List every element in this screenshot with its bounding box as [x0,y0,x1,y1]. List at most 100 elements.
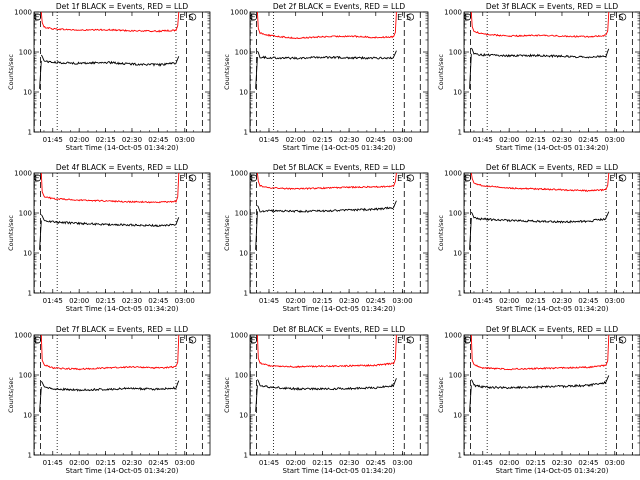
x-tick-label: 02:15 [95,297,115,305]
chart-title: Det 2f BLACK = Events, RED = LLD [273,2,406,11]
x-tick-label: 01:45 [473,459,493,467]
marker-circle-start [463,13,472,21]
x-tick-label: 02:15 [312,136,332,144]
series-line-events [255,200,397,250]
series-line-events [39,380,180,412]
marker-label-S: S [406,174,411,183]
x-tick-label: 02:15 [525,297,545,305]
y-tick-label: 1000 [230,9,248,17]
chart-panel-5: Det 5f BLACK = Events, RED = LLD Counts/s… [223,163,429,313]
y-tick-label: 10 [239,250,248,258]
x-tick-label: 02:30 [122,136,142,144]
x-tick-label: 01:45 [259,459,279,467]
x-tick-label: 01:45 [43,136,63,144]
x-tick-label: 02:45 [578,297,598,305]
marker-circle-end [619,174,627,182]
x-tick-label: 02:30 [122,297,142,305]
plot-frame [249,172,429,294]
x-tick-label: 03:00 [175,297,195,305]
chart-title: Det 1f BLACK = Events, RED = LLD [56,2,189,11]
series-line-lld [40,172,180,204]
marker-label-S: S [188,13,193,22]
x-tick-label: 02:45 [148,297,168,305]
series-line-lld [40,11,180,33]
x-tick-label: 03:00 [605,297,625,305]
chart-panel-2: Det 2f BLACK = Events, RED = LLD Counts/s… [223,2,429,152]
series-line-lld [470,334,610,371]
marker-circle-start [33,336,42,344]
y-tick-label: 1000 [14,170,32,178]
marker-circle-start [463,174,472,182]
marker-label-E-end: E [609,13,614,22]
x-tick-label: 03:00 [605,459,625,467]
y-tick-label: 1 [244,290,248,298]
chart-panel-1: Det 1f BLACK = Events, RED = LLD Counts/s… [7,2,211,152]
y-axis-label: Counts/sec [7,377,15,413]
y-tick-label: 10 [23,412,32,420]
chart-panel-7: Det 7f BLACK = Events, RED = LLD Counts/s… [7,325,211,475]
marker-label-S: S [188,336,193,345]
x-tick-label: 03:00 [392,459,412,467]
x-axis-label: Start Time (14-Oct-05 01:34:20) [496,144,609,152]
y-tick-label: 1 [28,452,32,460]
chart-title: Det 7f BLACK = Events, RED = LLD [56,325,189,334]
x-tick-label: 02:30 [552,459,572,467]
plot-frame [249,11,429,133]
x-tick-label: 02:45 [148,136,168,144]
marker-label-E: E [35,13,40,22]
marker-label-E: E [35,174,40,183]
x-tick-label: 02:30 [122,459,142,467]
x-tick-label: 03:00 [175,136,195,144]
series-line-events [39,214,180,250]
x-tick-label: 03:00 [392,297,412,305]
x-tick-label: 01:45 [43,459,63,467]
x-axis-label: Start Time (14-Oct-05 01:34:20) [283,467,396,475]
y-tick-label: 1 [244,452,248,460]
series-line-lld [470,11,610,38]
marker-label-E-end: E [609,174,614,183]
marker-circle-end [619,13,627,21]
x-tick-label: 02:00 [69,459,89,467]
marker-circle-start [249,174,258,182]
x-tick-label: 02:15 [312,297,332,305]
plot-frame [463,334,640,456]
plot-frame [33,334,211,456]
marker-label-E-end: E [609,336,614,345]
x-tick-label: 02:00 [286,136,306,144]
chart-panel-3: Det 3f BLACK = Events, RED = LLD Counts/s… [437,2,640,152]
y-axis-label: Counts/sec [437,377,445,413]
series-line-events [255,378,397,412]
x-tick-label: 02:15 [95,459,115,467]
x-tick-label: 01:45 [43,297,63,305]
marker-label-E-end: E [397,336,402,345]
x-tick-label: 02:30 [552,297,572,305]
marker-circle-end [189,174,197,182]
x-axis-label: Start Time (14-Oct-05 01:34:20) [283,305,396,313]
series-line-lld [256,334,397,368]
y-tick-label: 100 [235,372,248,380]
x-tick-label: 02:45 [366,136,386,144]
series-line-lld [256,11,397,40]
plot-frame [463,172,640,294]
chart-title: Det 4f BLACK = Events, RED = LLD [56,163,189,172]
marker-label-S: S [618,336,623,345]
x-tick-label: 02:00 [499,136,519,144]
x-tick-label: 01:45 [259,297,279,305]
x-axis-label: Start Time (14-Oct-05 01:34:20) [66,467,179,475]
y-axis-label: Counts/sec [223,54,231,90]
x-tick-label: 01:45 [259,136,279,144]
y-tick-label: 10 [453,412,462,420]
x-tick-label: 02:45 [578,459,598,467]
y-tick-label: 100 [19,49,32,57]
marker-circle-end [189,13,197,21]
y-tick-label: 10 [23,250,32,258]
x-tick-label: 03:00 [605,136,625,144]
x-tick-label: 02:15 [525,459,545,467]
marker-label-S: S [188,174,193,183]
marker-label-E: E [251,13,256,22]
series-line-events [255,50,397,89]
series-line-events [39,54,180,89]
marker-label-E-end: E [179,174,184,183]
x-tick-label: 02:30 [339,459,359,467]
